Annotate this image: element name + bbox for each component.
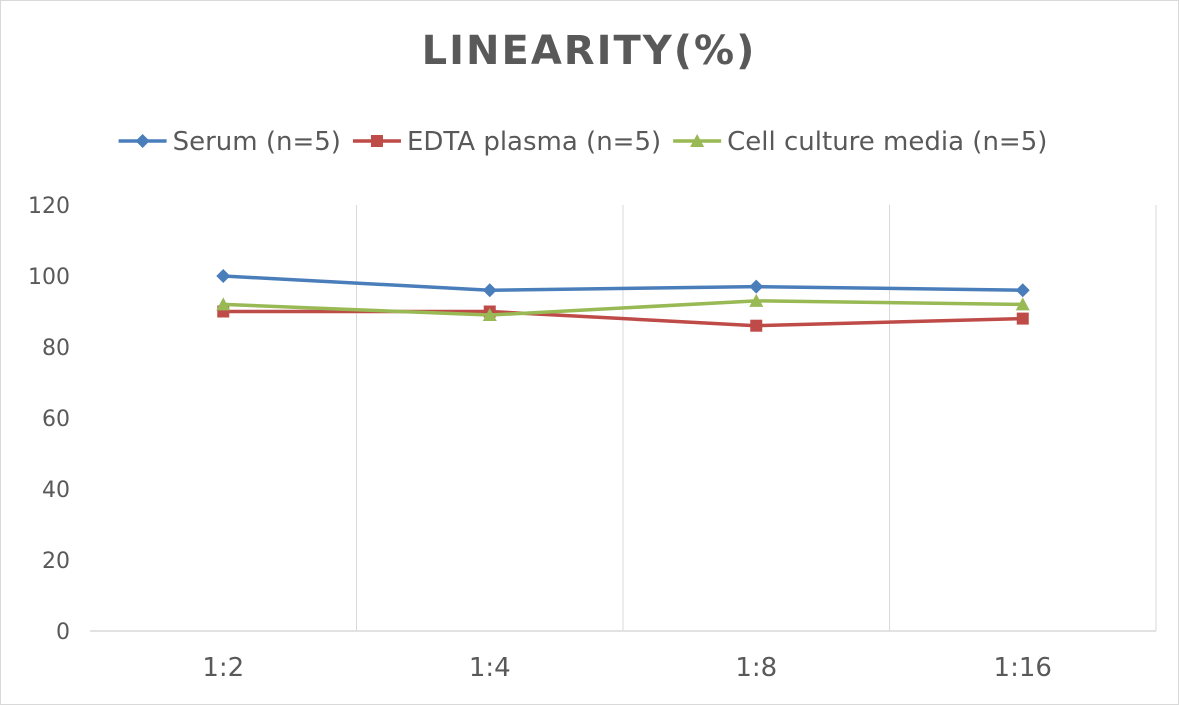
x-tick-label: 1:8 (735, 653, 777, 683)
y-tick-label: 80 (42, 336, 70, 361)
legend-item: EDTA plasma (n=5) (352, 127, 661, 157)
legend-label: Cell culture media (n=5) (727, 127, 1047, 157)
chart-title: LINEARITY(%) (422, 28, 757, 74)
x-tick-label: 1:2 (202, 653, 244, 683)
legend-marker (135, 134, 150, 148)
y-tick-label: 40 (42, 478, 70, 503)
y-axis: 0 20 40 60 80 100 120 (28, 194, 70, 645)
data-point (216, 269, 231, 283)
x-tick-label: 1:4 (469, 653, 511, 683)
series-group (216, 269, 1030, 332)
y-tick-label: 0 (56, 620, 70, 645)
data-point (1015, 283, 1030, 298)
y-tick-label: 20 (42, 549, 70, 574)
y-tick-label: 120 (28, 194, 70, 219)
data-point (1016, 312, 1029, 325)
data-point (749, 279, 764, 294)
legend-marker (370, 135, 383, 147)
legend: Serum (n=5) EDTA plasma (n=5) Cell culture… (118, 127, 1047, 157)
legend-label: EDTA plasma (n=5) (407, 127, 661, 157)
y-tick-label: 100 (28, 265, 70, 290)
legend-marker (690, 134, 705, 147)
series-line (223, 299, 1023, 317)
series-line (223, 274, 1023, 292)
data-point (482, 308, 497, 322)
series-diamond (216, 269, 1030, 298)
x-axis: 1:2 1:4 1:8 1:16 (202, 653, 1052, 683)
gridlines (90, 205, 1157, 632)
data-point (1015, 297, 1030, 311)
legend-label: Serum (n=5) (173, 127, 341, 157)
data-point (749, 293, 764, 307)
data-point (482, 283, 497, 298)
legend-item: Cell culture media (n=5) (673, 127, 1047, 157)
series-triangle (216, 293, 1030, 322)
y-tick-label: 60 (42, 407, 70, 432)
series-line (223, 309, 1023, 328)
data-point (216, 297, 231, 311)
x-tick-label: 1:16 (994, 653, 1052, 683)
legend-item: Serum (n=5) (118, 127, 341, 157)
data-point (750, 319, 763, 332)
